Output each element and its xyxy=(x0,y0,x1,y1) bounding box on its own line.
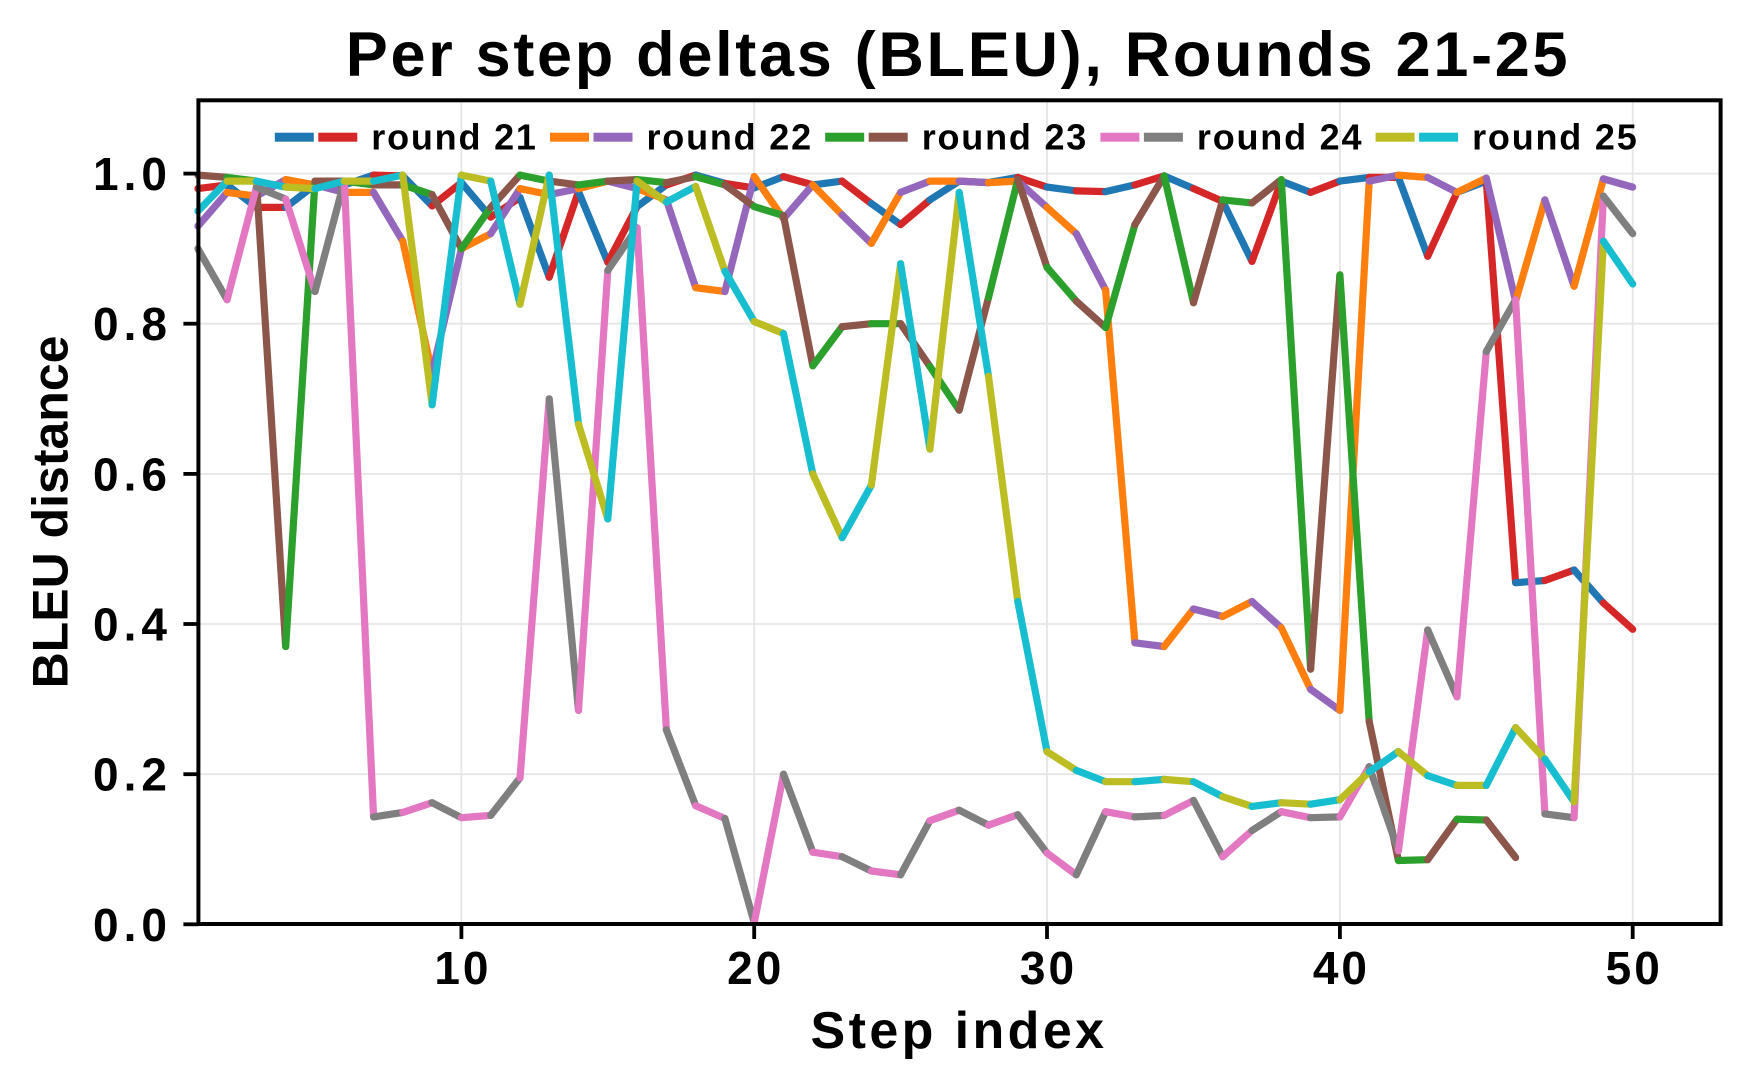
svg-text:round 24: round 24 xyxy=(1197,117,1363,158)
svg-text:20: 20 xyxy=(727,942,784,994)
svg-text:0.6: 0.6 xyxy=(93,448,172,500)
svg-text:0.4: 0.4 xyxy=(93,599,172,651)
svg-text:30: 30 xyxy=(1020,942,1077,994)
svg-text:40: 40 xyxy=(1313,942,1370,994)
svg-text:round 23: round 23 xyxy=(922,117,1088,158)
svg-text:round 25: round 25 xyxy=(1472,117,1638,158)
svg-text:0.8: 0.8 xyxy=(93,298,172,350)
svg-text:50: 50 xyxy=(1606,942,1663,994)
svg-text:round 21: round 21 xyxy=(371,117,537,158)
svg-text:0.0: 0.0 xyxy=(93,899,172,951)
svg-text:Per step deltas (BLEU), Rounds: Per step deltas (BLEU), Rounds 21-25 xyxy=(346,20,1570,90)
svg-text:round 22: round 22 xyxy=(647,117,813,158)
svg-text:Step index: Step index xyxy=(811,1002,1108,1060)
svg-text:BLEU distance: BLEU distance xyxy=(23,336,79,689)
svg-text:0.2: 0.2 xyxy=(93,749,172,801)
svg-text:10: 10 xyxy=(434,942,491,994)
svg-text:1.0: 1.0 xyxy=(93,148,172,200)
